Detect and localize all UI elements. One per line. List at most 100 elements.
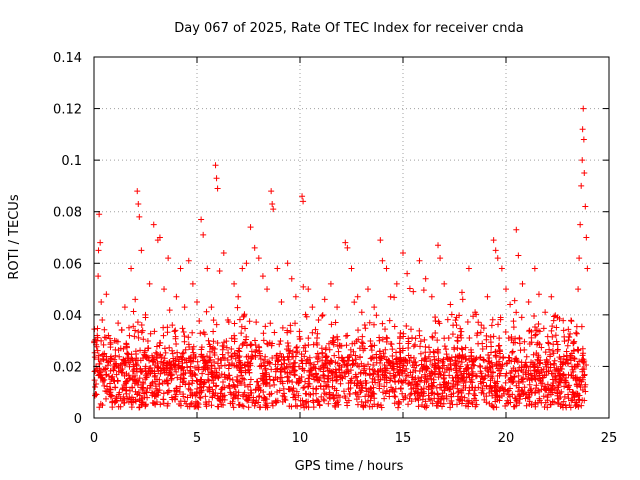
data-point [266, 391, 273, 398]
data-point [493, 354, 500, 361]
data-point [325, 379, 332, 386]
data-point [454, 338, 461, 345]
data-point [211, 349, 218, 356]
data-point [354, 401, 361, 408]
data-point [332, 319, 339, 326]
x-tick-label: 25 [601, 431, 618, 446]
data-point [208, 304, 215, 311]
data-point [352, 352, 359, 359]
data-point [231, 335, 238, 342]
data-point [511, 297, 518, 304]
data-point [482, 373, 489, 380]
data-point [494, 378, 501, 385]
data-point [248, 348, 255, 355]
data-point [382, 326, 389, 333]
data-point [379, 320, 386, 327]
data-point [323, 344, 330, 351]
data-point [164, 389, 171, 396]
data-point [527, 363, 534, 370]
data-point [224, 357, 231, 364]
data-point [258, 362, 265, 369]
data-point [389, 352, 396, 359]
data-point [362, 370, 369, 377]
data-point [114, 378, 121, 385]
data-point [565, 326, 572, 333]
data-point [508, 333, 515, 340]
data-point [156, 381, 163, 388]
data-point [556, 354, 563, 361]
data-point [425, 344, 432, 351]
data-point [335, 354, 342, 361]
data-point [453, 314, 460, 321]
data-point [460, 354, 467, 361]
data-point [380, 350, 387, 357]
data-point [575, 346, 582, 353]
data-point [328, 321, 335, 328]
data-point [434, 391, 441, 398]
x-tick-label: 20 [498, 431, 515, 446]
data-point [137, 365, 144, 372]
data-point [135, 200, 142, 207]
data-point [239, 375, 246, 382]
data-point [535, 291, 542, 298]
data-point [441, 387, 448, 394]
data-point [177, 376, 184, 383]
data-point [228, 335, 235, 342]
data-point [321, 296, 328, 303]
data-point [415, 375, 422, 382]
data-point [571, 393, 578, 400]
data-point [454, 337, 461, 344]
data-point [462, 344, 469, 351]
data-point [412, 341, 419, 348]
data-point [132, 296, 139, 303]
data-point [231, 394, 238, 401]
data-point [128, 398, 135, 405]
data-point [462, 402, 469, 409]
data-point [399, 362, 406, 369]
data-point [463, 365, 470, 372]
data-point [158, 354, 165, 361]
data-point [472, 373, 479, 380]
data-point [173, 341, 180, 348]
data-point [269, 400, 276, 407]
data-point [419, 365, 426, 372]
data-point [450, 377, 457, 384]
data-point [92, 392, 99, 399]
data-point [321, 372, 328, 379]
data-point [285, 374, 292, 381]
data-point [296, 328, 303, 335]
data-point [169, 322, 176, 329]
data-point [480, 325, 487, 332]
data-point [160, 400, 167, 407]
data-point [579, 352, 586, 359]
data-point [297, 402, 304, 409]
data-point [177, 402, 184, 409]
data-point [240, 403, 247, 410]
data-point [185, 334, 192, 341]
data-point [495, 343, 502, 350]
data-point [477, 368, 484, 375]
data-point [465, 390, 472, 397]
data-point [242, 336, 249, 343]
data-point [171, 395, 178, 402]
data-point [266, 339, 273, 346]
data-point [510, 339, 517, 346]
data-point [581, 170, 588, 177]
data-point [153, 349, 160, 356]
data-point [433, 365, 440, 372]
data-point [198, 376, 205, 383]
data-point [553, 324, 560, 331]
data-point [173, 368, 180, 375]
data-point [99, 317, 106, 324]
data-point [510, 403, 517, 410]
data-point [247, 224, 254, 231]
data-point [381, 353, 388, 360]
data-point [322, 382, 329, 389]
data-point [199, 370, 206, 377]
x-axis-label: GPS time / hours [295, 459, 404, 474]
data-point [214, 185, 221, 192]
data-point [346, 353, 353, 360]
data-point [342, 239, 349, 246]
data-point [276, 341, 283, 348]
data-point [288, 275, 295, 282]
